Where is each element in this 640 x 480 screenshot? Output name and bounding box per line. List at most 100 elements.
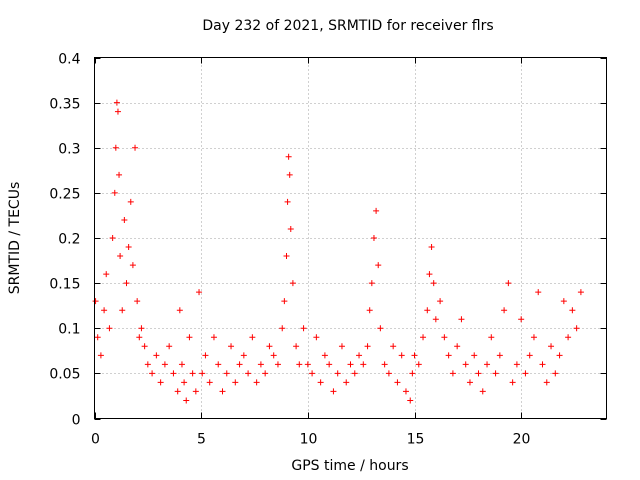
data-point bbox=[321, 352, 328, 359]
plot-frame bbox=[94, 57, 607, 419]
data-point bbox=[556, 352, 563, 359]
data-point bbox=[232, 379, 239, 386]
data-point bbox=[113, 99, 120, 106]
data-point bbox=[253, 379, 260, 386]
data-point bbox=[560, 298, 567, 305]
data-point bbox=[114, 108, 121, 115]
data-point bbox=[266, 343, 273, 350]
x-axis-title: GPS time / hours bbox=[291, 458, 408, 474]
data-point bbox=[215, 361, 222, 368]
data-point bbox=[407, 397, 414, 404]
data-point bbox=[539, 361, 546, 368]
data-point bbox=[454, 343, 461, 350]
data-point bbox=[394, 379, 401, 386]
data-point bbox=[565, 334, 572, 341]
y-tick-label: 0.25 bbox=[49, 187, 80, 203]
data-point bbox=[249, 334, 256, 341]
data-point bbox=[223, 370, 230, 377]
data-point bbox=[385, 370, 392, 377]
data-point bbox=[368, 280, 375, 287]
data-point bbox=[103, 271, 110, 278]
data-point bbox=[377, 325, 384, 332]
data-point bbox=[471, 352, 478, 359]
data-point bbox=[424, 307, 431, 314]
y-tick-label: 0.3 bbox=[58, 142, 80, 158]
y-tick-label: 0 bbox=[72, 413, 81, 429]
x-tick-label: 20 bbox=[513, 432, 531, 448]
data-point bbox=[479, 388, 486, 395]
data-point bbox=[123, 280, 130, 287]
data-point bbox=[409, 370, 416, 377]
data-point bbox=[293, 343, 300, 350]
data-point bbox=[356, 352, 363, 359]
data-point bbox=[94, 334, 101, 341]
grid-layer bbox=[94, 57, 607, 419]
data-point bbox=[330, 388, 337, 395]
data-point bbox=[445, 352, 452, 359]
data-point bbox=[326, 361, 333, 368]
data-point bbox=[111, 189, 118, 196]
data-point bbox=[289, 280, 296, 287]
data-point bbox=[411, 352, 418, 359]
data-point bbox=[129, 262, 136, 269]
data-point bbox=[432, 316, 439, 323]
data-point bbox=[125, 244, 132, 251]
y-tick-label: 0.05 bbox=[49, 367, 80, 383]
data-point bbox=[199, 370, 206, 377]
y-tick-label: 0.35 bbox=[49, 97, 80, 113]
data-point bbox=[428, 244, 435, 251]
data-point bbox=[415, 361, 422, 368]
data-point bbox=[279, 325, 286, 332]
data-point bbox=[313, 334, 320, 341]
data-point bbox=[366, 307, 373, 314]
data-point bbox=[347, 361, 354, 368]
data-point bbox=[134, 298, 141, 305]
data-point bbox=[284, 198, 291, 205]
data-point bbox=[475, 370, 482, 377]
data-point bbox=[548, 343, 555, 350]
data-point bbox=[210, 334, 217, 341]
data-point bbox=[121, 216, 128, 223]
data-point bbox=[402, 388, 409, 395]
data-point bbox=[285, 153, 292, 160]
data-point bbox=[161, 361, 168, 368]
data-point bbox=[141, 343, 148, 350]
data-point bbox=[186, 334, 193, 341]
data-point bbox=[513, 361, 520, 368]
data-point bbox=[509, 379, 516, 386]
data-point bbox=[189, 370, 196, 377]
data-point bbox=[522, 370, 529, 377]
y-tick-label: 0.1 bbox=[58, 322, 80, 338]
data-point bbox=[228, 343, 235, 350]
data-point bbox=[364, 343, 371, 350]
x-tick-label: 10 bbox=[300, 432, 318, 448]
data-point bbox=[484, 361, 491, 368]
data-point bbox=[317, 379, 324, 386]
data-point bbox=[138, 325, 145, 332]
data-point bbox=[430, 280, 437, 287]
data-point bbox=[501, 307, 508, 314]
data-point bbox=[573, 325, 580, 332]
data-point bbox=[136, 334, 143, 341]
data-point bbox=[360, 361, 367, 368]
data-point bbox=[535, 289, 542, 296]
data-point bbox=[334, 370, 341, 377]
data-point bbox=[518, 316, 525, 323]
data-point bbox=[466, 379, 473, 386]
data-point bbox=[449, 370, 456, 377]
data-point bbox=[245, 370, 252, 377]
data-point bbox=[181, 379, 188, 386]
data-point bbox=[101, 307, 108, 314]
x-tick-label: 5 bbox=[197, 432, 206, 448]
tick-layer: 0 0.05 0.1 0.15 0.2 0.25 0.3 0.35 0.4 0 5 10 15 20 bbox=[49, 52, 607, 448]
data-point bbox=[398, 352, 405, 359]
data-point bbox=[462, 361, 469, 368]
data-point bbox=[577, 289, 584, 296]
data-point bbox=[552, 370, 559, 377]
data-point bbox=[530, 334, 537, 341]
data-point bbox=[496, 352, 503, 359]
data-point bbox=[426, 271, 433, 278]
chart-title: Day 232 of 2021, SRMTID for receiver flr… bbox=[202, 18, 493, 34]
data-point bbox=[309, 370, 316, 377]
data-point bbox=[283, 253, 290, 260]
